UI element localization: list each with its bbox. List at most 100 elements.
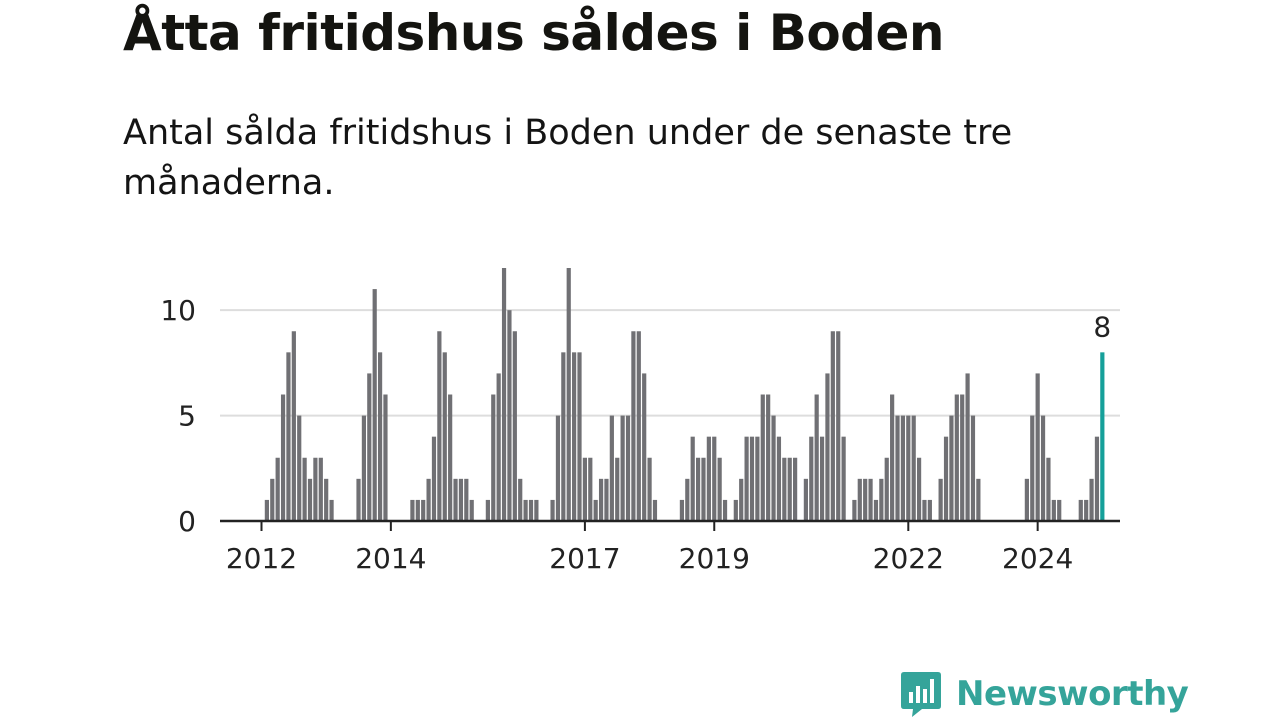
bar <box>814 394 819 521</box>
bar <box>410 499 415 521</box>
bar <box>852 499 857 521</box>
bar <box>604 478 609 521</box>
bar <box>297 415 302 521</box>
bar <box>280 394 286 521</box>
bar <box>749 436 755 521</box>
bar <box>286 352 291 521</box>
highlight-value-label: 8 <box>1093 310 1111 343</box>
bar <box>561 352 566 521</box>
y-tick-label: 5 <box>178 400 196 433</box>
bar <box>507 310 512 521</box>
bar <box>733 499 738 521</box>
bar <box>383 394 388 521</box>
bar <box>793 457 798 521</box>
bar <box>803 478 808 521</box>
bar <box>485 499 490 521</box>
bar <box>1030 415 1035 521</box>
bar <box>264 499 269 521</box>
bar <box>453 478 458 521</box>
brand-name: Newsworthy <box>956 674 1189 714</box>
bar <box>324 478 329 521</box>
bar <box>464 478 469 521</box>
bar <box>879 478 884 521</box>
bar <box>577 352 582 521</box>
bar <box>1040 415 1046 521</box>
bar <box>960 394 965 521</box>
bar <box>679 499 685 521</box>
gridlines <box>220 309 1120 417</box>
bar <box>895 415 900 521</box>
x-tick-label: 2019 <box>679 542 750 575</box>
bar <box>900 415 906 521</box>
bar <box>496 373 501 521</box>
newsworthy-logo: Newsworthy <box>900 669 1189 719</box>
bar <box>782 457 787 521</box>
bar <box>701 457 706 521</box>
bar <box>766 394 771 521</box>
bar <box>863 478 868 521</box>
bar <box>949 415 954 521</box>
bar <box>943 436 949 521</box>
bar <box>712 436 717 521</box>
bar <box>421 499 426 521</box>
bar <box>970 415 976 521</box>
bar <box>593 499 598 521</box>
chart-subtitle: Antal sålda fritidshus i Boden under de … <box>123 113 1013 203</box>
bar <box>318 457 323 521</box>
x-tick-label: 2017 <box>549 542 620 575</box>
bar <box>582 457 587 521</box>
bar <box>534 499 539 521</box>
bar <box>270 478 275 521</box>
bar <box>291 331 296 521</box>
bar <box>776 436 782 521</box>
bar <box>722 499 728 521</box>
bar <box>469 499 474 521</box>
bar <box>652 499 658 521</box>
newsworthy-logo-icon <box>901 672 941 717</box>
x-tick-label: 2022 <box>873 542 944 575</box>
bar <box>706 436 711 521</box>
bar <box>857 478 862 521</box>
bar <box>954 394 959 521</box>
x-tick-label: 2012 <box>226 542 297 575</box>
axes: 0 5 10 8 2012 2014 2017 2019 2022 2024 <box>160 294 1120 575</box>
y-tick-label: 10 <box>160 294 196 327</box>
bar <box>625 415 631 521</box>
bar <box>313 457 318 521</box>
bar <box>636 331 641 521</box>
bar <box>415 499 420 521</box>
bar <box>361 415 367 521</box>
bar <box>868 478 873 521</box>
bar <box>431 436 437 521</box>
bar <box>965 373 970 521</box>
bar <box>1024 478 1029 521</box>
bar <box>302 457 307 521</box>
bar <box>809 436 814 521</box>
bar <box>819 436 825 521</box>
bar <box>976 478 981 521</box>
bar <box>685 478 690 521</box>
bar <box>367 373 372 521</box>
bar <box>1094 436 1100 521</box>
bar <box>1089 478 1094 521</box>
bar <box>695 457 701 521</box>
bar <box>830 331 835 521</box>
bar <box>760 394 765 521</box>
bar <box>890 394 895 521</box>
bar <box>518 478 523 521</box>
bar <box>1078 499 1083 521</box>
bar <box>448 394 453 521</box>
x-tick-label: 2014 <box>355 542 426 575</box>
bar <box>307 478 313 521</box>
y-tick-label: 0 <box>178 505 196 538</box>
bar <box>329 499 334 521</box>
bar <box>458 478 464 521</box>
bar <box>755 436 760 521</box>
bar <box>739 478 744 521</box>
bar <box>884 457 889 521</box>
bar <box>572 352 577 521</box>
bar <box>550 499 555 521</box>
highlight-bar <box>1100 352 1105 521</box>
bar <box>512 331 517 521</box>
